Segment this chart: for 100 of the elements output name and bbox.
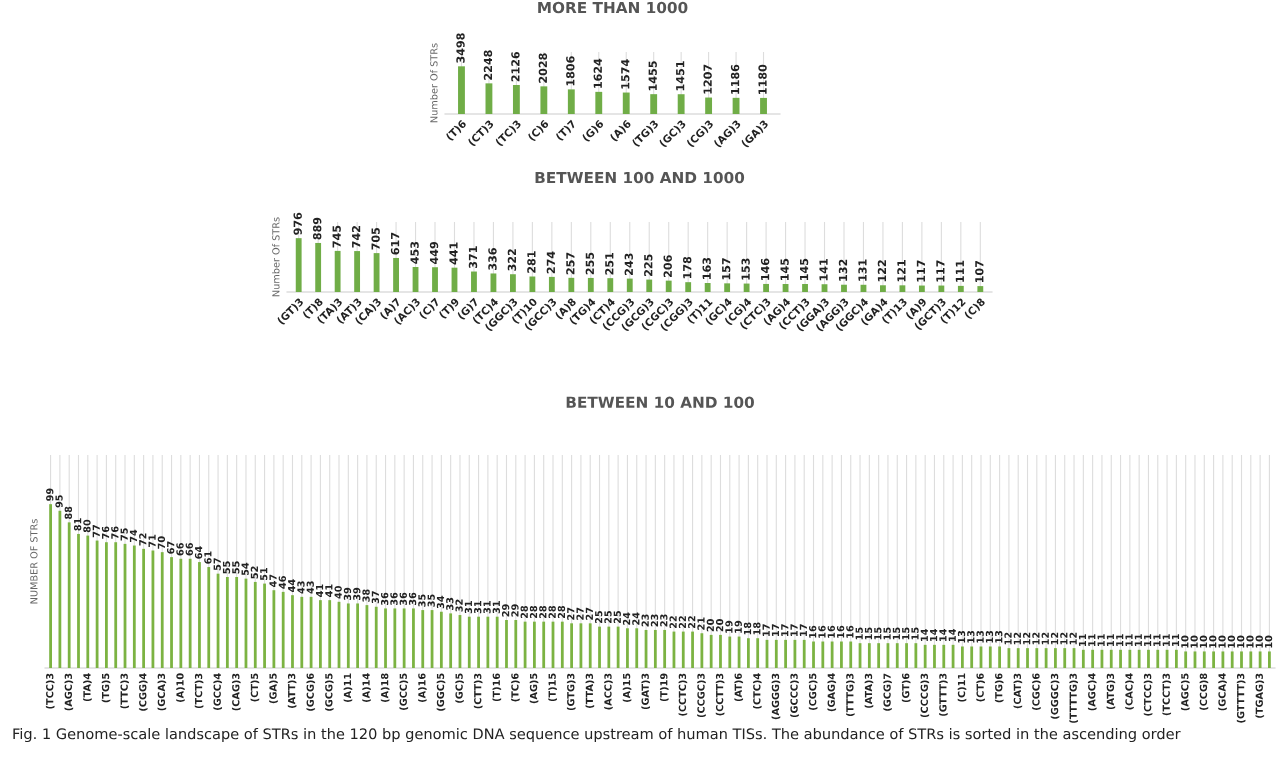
data-label: 14	[920, 628, 928, 641]
x-tick-label: (TCCT)3	[1162, 673, 1172, 716]
bar	[334, 250, 341, 292]
data-label: 10	[1227, 635, 1236, 648]
bar	[1212, 651, 1215, 668]
x-tick-label: (GC)5	[455, 673, 464, 703]
data-label: 251	[605, 252, 614, 275]
bar	[281, 591, 285, 668]
data-label: 28	[529, 605, 538, 619]
data-label: 1624	[593, 58, 602, 88]
data-label: 13	[985, 630, 994, 643]
bar	[1174, 649, 1178, 668]
data-label: 14	[930, 628, 938, 641]
data-label: 36	[408, 592, 417, 605]
bar	[49, 504, 52, 668]
bar	[374, 606, 378, 668]
data-label: 322	[507, 249, 517, 271]
x-tick-label: (A)16	[418, 673, 427, 702]
data-label: 1574	[621, 59, 630, 89]
bar	[763, 283, 770, 292]
bar	[291, 595, 294, 668]
x-tick-label: (A)11	[343, 673, 353, 702]
bar	[356, 603, 360, 668]
bar	[923, 644, 927, 668]
data-label: 15	[902, 627, 910, 640]
x-tick-label: (CGC)5	[808, 673, 818, 710]
x-tick-label: (GCC)4	[213, 673, 223, 710]
data-label: 76	[101, 526, 110, 539]
bar	[235, 576, 239, 668]
data-label: 121	[897, 260, 906, 282]
bar	[319, 600, 322, 668]
bar	[509, 274, 516, 292]
data-label: 976	[293, 212, 302, 235]
bar	[784, 639, 787, 668]
chart-title: BETWEEN 10 AND 100	[566, 396, 754, 408]
data-label: 617	[390, 232, 400, 255]
x-tick-label: (GCA)4	[1218, 673, 1227, 711]
bar	[114, 542, 118, 668]
chart-title: BETWEEN 100 AND 1000	[535, 171, 745, 184]
bar	[663, 629, 667, 668]
data-label: 281	[527, 251, 536, 273]
data-label: 22	[688, 616, 696, 629]
bar	[899, 285, 906, 292]
data-label: 16	[818, 625, 826, 638]
bar	[402, 608, 406, 668]
x-tick-label: (CT)5	[250, 673, 260, 702]
data-label: 2248	[483, 50, 493, 80]
data-label: 25	[594, 611, 603, 624]
bar	[58, 510, 62, 668]
bar	[812, 641, 815, 668]
data-label: 77	[92, 525, 100, 538]
bar	[1044, 648, 1048, 668]
data-label: 132	[838, 259, 848, 281]
bar	[486, 616, 490, 668]
bar	[635, 628, 639, 668]
data-label: 39	[343, 587, 352, 601]
x-tick-label: (TTA)3	[585, 673, 595, 708]
bar	[681, 631, 685, 668]
bar	[142, 548, 146, 668]
data-label: 10	[1218, 635, 1226, 648]
x-tick-label: (T)16	[492, 673, 502, 702]
bar	[728, 636, 732, 668]
data-label: 76	[111, 526, 119, 539]
data-label: 52	[250, 566, 259, 579]
bar	[1202, 651, 1206, 668]
data-label: 25	[604, 611, 612, 624]
x-tick-label: (TA)4	[83, 673, 92, 702]
bar	[1128, 649, 1132, 668]
bar	[1249, 651, 1253, 668]
data-label: 145	[800, 258, 809, 280]
data-label: 131	[858, 259, 867, 281]
data-label: 99	[46, 488, 54, 501]
data-label: 1806	[566, 56, 575, 86]
data-label: 81	[73, 518, 82, 531]
data-label: 27	[576, 607, 584, 620]
bar	[724, 283, 731, 292]
bar	[588, 623, 592, 668]
data-label: 55	[232, 561, 240, 574]
data-label: 57	[213, 558, 221, 571]
bar	[587, 277, 594, 292]
y-axis-title: Number Of STRs	[430, 43, 438, 123]
data-label: 13	[957, 630, 966, 643]
bar	[207, 567, 211, 668]
data-label: 16	[846, 625, 854, 638]
data-label: 46	[278, 576, 287, 589]
data-label: 29	[511, 604, 519, 617]
data-label: 54	[241, 562, 249, 576]
bar	[570, 623, 574, 668]
bar	[188, 558, 192, 668]
data-label: 17	[790, 624, 798, 636]
bar	[514, 620, 518, 668]
bar	[821, 641, 825, 668]
data-label: 95	[55, 495, 63, 508]
x-tick-label: (CT)6	[976, 673, 985, 702]
bar	[471, 271, 477, 292]
data-label: 117	[936, 260, 945, 282]
data-label: 12	[1032, 632, 1040, 645]
bar	[598, 626, 601, 668]
data-label: 22	[669, 616, 677, 629]
data-label: 31	[474, 601, 482, 614]
